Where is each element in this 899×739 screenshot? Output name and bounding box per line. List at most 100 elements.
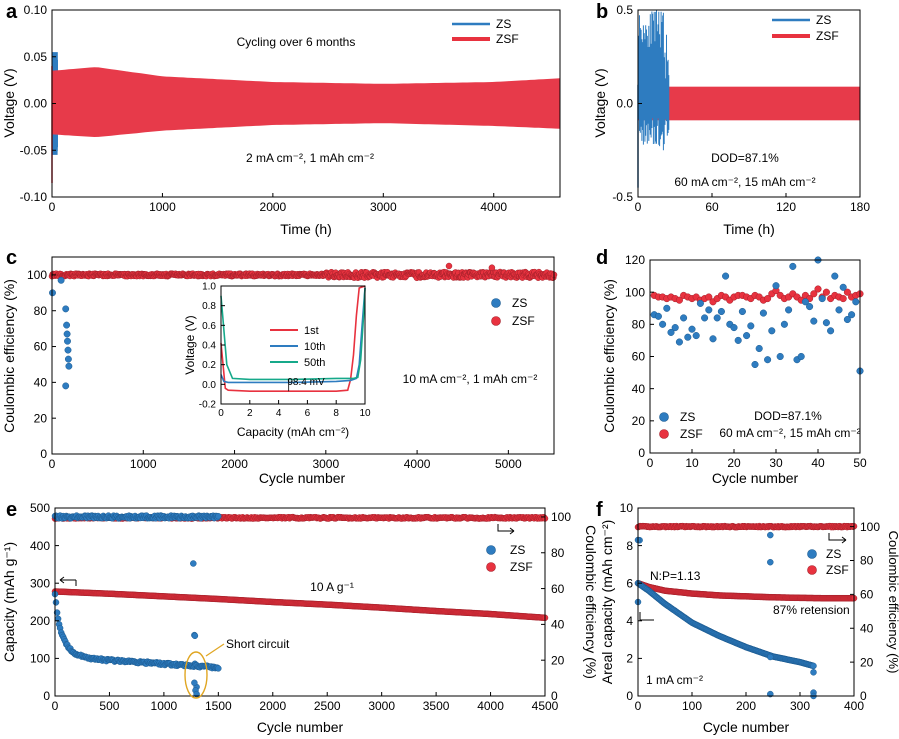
f2-y-tick-label-0: 0 xyxy=(860,689,867,703)
inset-xlabel: Capacity (mAh cm⁻²) xyxy=(237,425,349,439)
series-zs-point xyxy=(780,320,788,328)
a-x-tick-label-3000: 3000 xyxy=(370,200,397,214)
e-x-tick-label-1000: 1000 xyxy=(151,699,178,713)
d-y-tick-label-40: 40 xyxy=(632,382,646,396)
panel-label-a: a xyxy=(6,1,18,23)
series-zs-point xyxy=(776,352,784,361)
inset-y-tick-label-0.4: 0.4 xyxy=(202,341,216,352)
inset-y-tick-label-0.0: 0.0 xyxy=(202,380,216,391)
legend-label-zs: ZS xyxy=(510,543,525,557)
d-x-tick-label-10: 10 xyxy=(685,456,699,470)
right-axis-arrow xyxy=(497,524,515,535)
panel-d-xlabel: Cycle number xyxy=(712,470,799,486)
e-y-tick-label-300: 300 xyxy=(30,576,50,590)
c-x-tick-label-0: 0 xyxy=(49,457,56,471)
panel-a-xlabel: Time (h) xyxy=(280,221,332,237)
panel-f-frame xyxy=(637,507,855,697)
series-zsf-point xyxy=(810,290,818,298)
d-y-tick-label-60: 60 xyxy=(632,350,646,364)
c-x-tick-label-3000: 3000 xyxy=(312,457,339,471)
series-zs-point xyxy=(848,311,856,319)
b-y-tick-label--0.5: -0.5 xyxy=(612,190,633,204)
series-zs-ce-point xyxy=(215,512,222,520)
series-zs-ce-outlier xyxy=(767,653,774,661)
f-y-tick-label-6: 6 xyxy=(626,576,633,590)
series-zs-ce-outlier xyxy=(767,558,774,566)
legend-label-zsf: ZSF xyxy=(512,314,535,328)
panel-f-ylabel: Areal capacity (mAh cm⁻²) xyxy=(599,520,615,685)
series-zs-capacity-point xyxy=(53,609,61,616)
a-y-tick-label-0.10: 0.10 xyxy=(24,3,48,17)
d-x-tick-label-50: 50 xyxy=(853,456,867,470)
e-x-tick-label-3500: 3500 xyxy=(423,699,450,713)
a-y-tick-label-0.00: 0.00 xyxy=(24,97,48,111)
series-zsf-point xyxy=(764,295,772,303)
d-y-tick-label-0: 0 xyxy=(638,446,645,460)
e-x-tick-label-500: 500 xyxy=(99,699,119,713)
e-x-tick-label-2000: 2000 xyxy=(259,699,286,713)
f-x-tick-label-200: 200 xyxy=(736,699,756,713)
c-x-tick-label-4000: 4000 xyxy=(404,457,431,471)
panel-c-xlabel: Cycle number xyxy=(259,470,346,486)
panel-f-x-ticks: 0 100 200 300 400 xyxy=(635,692,864,713)
legend-label-zsf: ZSF xyxy=(826,563,849,577)
inset-y-tick-label-0.8: 0.8 xyxy=(202,301,216,312)
series-zs-point xyxy=(696,299,704,307)
series-zs-point xyxy=(722,272,730,280)
panel-f-legend: ZS ZSF xyxy=(807,547,849,577)
d-x-tick-label-30: 30 xyxy=(769,456,783,470)
legend-marker-zs xyxy=(659,412,669,422)
panel-b-xlabel: Time (h) xyxy=(723,221,775,237)
panel-c-x-ticks: 0 1000 2000 3000 4000 5000 xyxy=(49,450,522,471)
a-x-tick-label-4000: 4000 xyxy=(480,200,507,214)
series-zs-point xyxy=(797,352,805,361)
panel-c-plot-marks xyxy=(48,262,558,390)
series-zs-point xyxy=(822,319,830,327)
legend-marker-zsf xyxy=(659,429,669,439)
series-zs-point xyxy=(789,262,797,270)
legend-marker-zs xyxy=(491,298,501,308)
f2-y-tick-label-100: 100 xyxy=(860,520,880,534)
f-y-tick-label-4: 4 xyxy=(626,614,633,628)
panel-c-inset: 0 2 4 6 8 10 -0.2 0.0 0.2 0.4 0.6 0.8 1.0 Capacity … xyxy=(183,282,371,440)
series-zs-point xyxy=(63,330,71,338)
panel-c-frame xyxy=(51,256,555,455)
c-y-tick-label-40: 40 xyxy=(34,376,48,390)
f-y-tick-label-2: 2 xyxy=(626,652,633,666)
panel-f-y-ticks: 0 2 4 6 8 10 xyxy=(620,501,642,703)
series-zsf-point xyxy=(814,285,822,293)
panel-e-x-ticks: 0 500 1000 1500 2000 2500 3000 3500 4000 4500 xyxy=(52,692,559,713)
e-x-tick-label-4000: 4000 xyxy=(477,699,504,713)
inset-y-tick-label-0.2: 0.2 xyxy=(202,360,216,371)
series-zs-point xyxy=(62,382,70,390)
series-zs-point xyxy=(671,324,679,332)
panel-a-x-ticks: 0 1000 2000 3000 4000 xyxy=(49,193,507,214)
inset-legend-label-10th: 10th xyxy=(304,341,325,353)
series-zs-point xyxy=(684,333,692,341)
inset-plot-marks xyxy=(220,285,366,392)
panel-d-condition: 60 mA cm⁻², 15 mAh cm⁻² xyxy=(719,426,860,440)
inset-x-tick-label-2: 2 xyxy=(247,408,253,419)
series-zs-capacity-point xyxy=(52,599,60,606)
series-zs-ce-outlier xyxy=(810,669,817,676)
panel-a-title: Cycling over 6 months xyxy=(237,35,356,49)
inset-x-tick-label-10: 10 xyxy=(359,408,371,419)
panel-b-y-ticks: -0.5 0.0 0.5 xyxy=(612,3,642,204)
e2-y-tick-label-40: 40 xyxy=(551,618,565,632)
legend-label-zs: ZS xyxy=(512,296,527,310)
series-zsf-point xyxy=(705,293,713,301)
panel-e-legend: ZS ZSF xyxy=(486,543,533,574)
e2-y-tick-label-100: 100 xyxy=(551,510,571,524)
legend-marker-zs xyxy=(807,549,817,559)
f-x-tick-label-100: 100 xyxy=(682,699,702,713)
panel-f-condition: 1 mA cm⁻² xyxy=(646,673,703,687)
panel-e-y2label: Coulombic efficiency (%) xyxy=(583,525,599,679)
c-y-tick-label-100: 100 xyxy=(27,268,47,282)
legend-marker-zs xyxy=(486,545,496,555)
series-zs-point xyxy=(751,360,759,369)
panel-d: d 0 10 20 30 40 50 0 20 40 60 80 100 120 Cycle numb… xyxy=(596,247,867,486)
a-x-tick-label-0: 0 xyxy=(49,200,56,214)
inset-series-1st xyxy=(220,285,366,392)
b-x-tick-label-120: 120 xyxy=(776,200,796,214)
e-y-tick-label-0: 0 xyxy=(43,689,50,703)
